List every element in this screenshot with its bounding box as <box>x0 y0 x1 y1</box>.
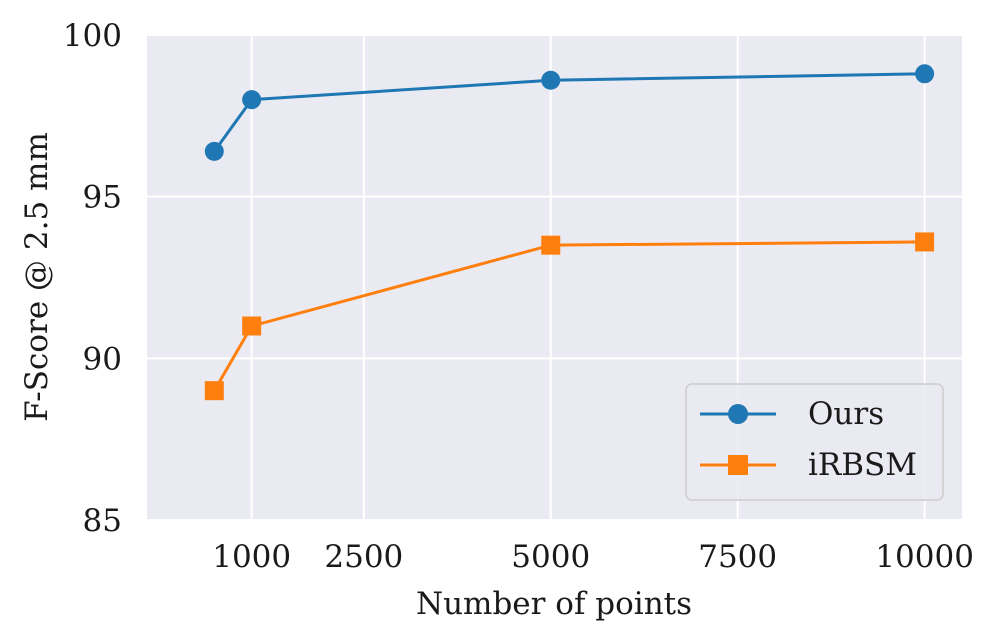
data-point-irbsm <box>915 232 935 252</box>
x-tick-label: 5000 <box>511 539 590 575</box>
data-point-ours <box>915 64 935 84</box>
x-axis-label: Number of points <box>416 586 692 622</box>
series-line-irbsm <box>212 240 925 392</box>
x-tick-label: 7500 <box>698 539 777 575</box>
legend-marker-irbsm <box>728 455 748 475</box>
x-tick-label: 1000 <box>212 539 291 575</box>
y-tick-label: 95 <box>83 180 122 216</box>
x-tick-label: 2500 <box>324 539 403 575</box>
data-point-irbsm <box>541 235 561 255</box>
data-point-irbsm <box>204 381 224 401</box>
y-tick-label: 85 <box>83 503 122 539</box>
x-tick-label: 10000 <box>875 539 974 575</box>
data-point-ours <box>242 90 262 110</box>
legend-marker-ours <box>728 404 748 424</box>
y-tick-label: 90 <box>83 341 122 377</box>
y-axis-label: F-Score @ 2.5 mm <box>19 132 55 422</box>
series-layer <box>204 64 935 401</box>
legend-label-ours: Ours <box>808 396 884 432</box>
y-tick-label: 100 <box>63 18 122 54</box>
legend: Ours iRBSM <box>685 383 944 501</box>
data-point-ours <box>541 70 561 90</box>
legend-label-irbsm: iRBSM <box>808 447 917 483</box>
grid-lines <box>147 34 962 521</box>
data-point-ours <box>204 141 224 161</box>
tick-labels: 1000 2500 5000 7500 10000 85 90 95 100 <box>63 18 974 575</box>
series-line-ours <box>213 72 925 153</box>
data-point-irbsm <box>242 316 262 336</box>
